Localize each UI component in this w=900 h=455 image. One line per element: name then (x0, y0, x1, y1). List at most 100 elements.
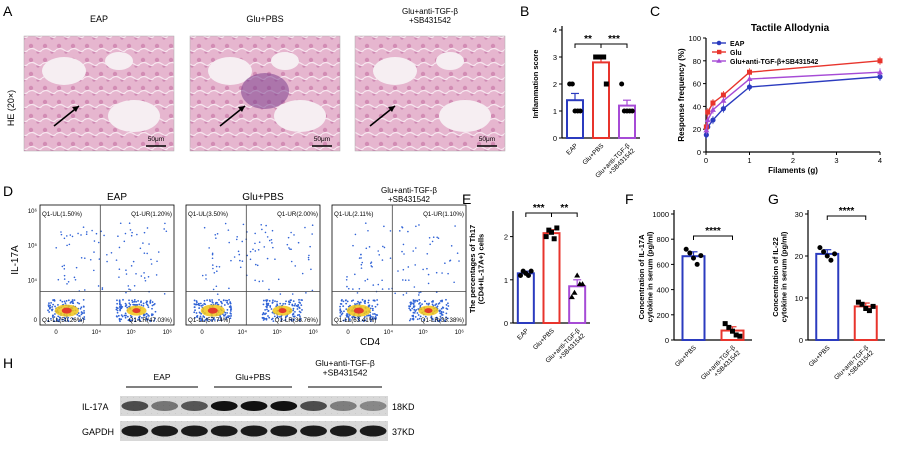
flow-event (389, 230, 392, 232)
flow-title: EAP (107, 192, 127, 203)
flow-event (401, 250, 403, 253)
flow-x-tick: 0 (346, 330, 350, 336)
flow-event (339, 315, 342, 318)
y-tick-label: 0 (799, 336, 803, 345)
flow-event (154, 310, 157, 313)
x-tick-label: 1 (747, 156, 751, 165)
data-point (629, 108, 635, 114)
flow-event (233, 256, 236, 258)
flow-event (450, 245, 453, 247)
flow-event (152, 303, 155, 306)
flow-event (286, 315, 289, 317)
data-point (595, 54, 601, 60)
flow-event (211, 301, 214, 303)
flow-event (414, 299, 417, 302)
flow-event (216, 232, 219, 235)
flow-event (116, 315, 118, 318)
flow-event (119, 309, 122, 312)
y-axis-label-line: Concentration of IL-22 (771, 237, 780, 317)
y-axis-label-line: (CD4+IL-17A+) cells (476, 234, 485, 304)
flow-event (124, 316, 127, 319)
data-point (710, 117, 716, 123)
flow-event (115, 308, 118, 311)
quadrant-lr: Q1-LR(47.03%) (129, 317, 172, 324)
flow-event (143, 231, 146, 234)
panel-letter-a: A (3, 3, 13, 19)
flow-event (367, 301, 370, 304)
flow-event (198, 311, 201, 314)
flow-event (132, 303, 135, 306)
flow-event (340, 313, 343, 316)
data-point (568, 294, 575, 300)
flow-event (265, 299, 267, 302)
flow-event (213, 272, 216, 274)
flow-event (53, 316, 56, 318)
flow-event (307, 258, 310, 261)
flow-event (360, 253, 362, 256)
x-tick-label: 4 (878, 156, 882, 165)
flow-event (439, 315, 442, 318)
flow-event (298, 310, 301, 313)
flow-event (118, 303, 121, 306)
flow-event (129, 289, 132, 291)
y-tick-label: 0 (697, 148, 701, 157)
y-axis-label: Concentration of IL-22cytokine in serum … (771, 231, 788, 322)
flow-event (57, 315, 60, 318)
flow-event (116, 302, 119, 305)
blot-band (359, 401, 387, 411)
flow-event (447, 272, 449, 275)
flow-event (373, 299, 376, 302)
flow-event (200, 304, 203, 307)
bar (815, 252, 840, 341)
flow-x-tick: 10⁶ (455, 329, 465, 336)
flow-event (412, 318, 415, 321)
flow-event (401, 226, 403, 228)
he-lumen (208, 57, 252, 85)
flow-event (404, 279, 407, 281)
flow-event (59, 299, 62, 302)
data-point (703, 127, 710, 133)
data-point (569, 81, 575, 87)
data-point (709, 106, 716, 112)
flow-event (106, 260, 108, 263)
flow-event (78, 320, 81, 322)
flow-event (273, 315, 276, 318)
flow-event (427, 282, 430, 285)
flow-event (252, 248, 254, 251)
flow-event (272, 299, 274, 302)
flow-event (118, 318, 121, 321)
data-point (526, 272, 531, 278)
flow-event (372, 299, 375, 302)
blot-band (240, 401, 268, 411)
flow-title-line: Glu+anti-TGF-β (381, 186, 437, 195)
he-scale-label: 50μm (314, 136, 330, 143)
flow-event (360, 263, 363, 266)
flow-event (125, 304, 128, 306)
flow-event (346, 300, 349, 303)
flow-event (367, 299, 370, 302)
flow-event (254, 232, 256, 235)
flow-event (358, 319, 360, 322)
flow-y-tick: 10⁴ (28, 277, 38, 284)
y-axis-label-line: cytokine in serum (pg/ml) (645, 231, 654, 322)
flow-event (131, 299, 133, 302)
flow-event (145, 312, 148, 315)
flow-event (66, 283, 68, 285)
flow-event (147, 318, 149, 321)
flow-event (66, 319, 69, 322)
he-image (23, 35, 175, 152)
data-point (528, 268, 534, 274)
he-lumen (42, 57, 86, 85)
flow-event (361, 298, 364, 301)
he-infiltrate (241, 73, 289, 109)
y-tick-label: 60 (693, 80, 701, 89)
flow-event (228, 241, 230, 244)
blot-band (210, 401, 238, 411)
blot-band (300, 401, 327, 411)
flow-x-tick: 10⁴ (238, 329, 248, 336)
flow-event (437, 302, 440, 305)
flow-event (58, 320, 60, 323)
flow-event (212, 318, 215, 321)
flow-event (311, 289, 314, 292)
flow-event (300, 304, 303, 307)
